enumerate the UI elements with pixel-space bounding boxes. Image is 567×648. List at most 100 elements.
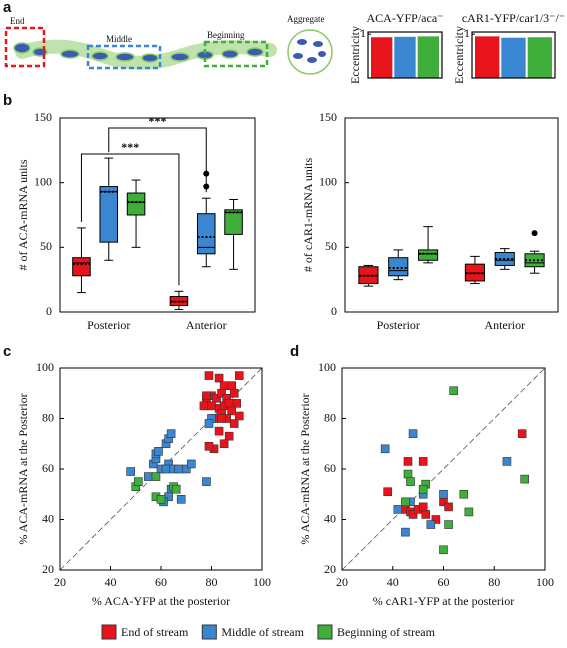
point	[151, 472, 161, 481]
point	[403, 457, 413, 466]
point	[187, 459, 196, 469]
point	[459, 489, 469, 499]
panel-label: c	[3, 343, 11, 360]
point	[224, 399, 234, 408]
point	[217, 388, 226, 398]
diagram-label: End	[10, 16, 25, 26]
point	[406, 477, 415, 486]
x-tick-label: 20	[336, 575, 348, 589]
x-tick-label: Posterior	[377, 318, 420, 332]
point	[418, 502, 428, 512]
plot-frame	[59, 367, 263, 571]
bar	[394, 36, 416, 78]
panel-label: a	[3, 0, 12, 16]
point	[401, 527, 410, 537]
point	[227, 381, 236, 390]
x-tick-label: 100	[253, 575, 271, 589]
x-axis-label: % ACA-YFP at the posterior	[92, 594, 230, 608]
point	[207, 401, 216, 411]
point	[401, 497, 410, 507]
legend-swatch	[201, 624, 217, 640]
point	[176, 494, 186, 504]
x-axis-label: % cAR1-YFP at the posterior	[373, 594, 515, 608]
y-axis-label: Eccentricity	[452, 26, 466, 84]
bar	[371, 37, 393, 78]
legend-label: End of stream	[121, 625, 189, 639]
point	[517, 429, 527, 438]
box	[99, 186, 119, 243]
y-tick-label: 1	[464, 26, 470, 40]
y-tick-label: 100	[34, 174, 52, 188]
y-tick-label: 1	[360, 26, 366, 40]
point	[133, 477, 143, 486]
point	[444, 520, 453, 529]
y-tick-label: 60	[42, 461, 54, 475]
y-axis-label: % ACA-mRNA at the Posterior	[298, 393, 312, 544]
point	[166, 429, 176, 438]
point	[202, 391, 211, 401]
point	[204, 371, 214, 380]
x-tick-label: Posterior	[87, 318, 130, 332]
point	[418, 484, 428, 494]
point	[439, 545, 448, 555]
point	[126, 467, 135, 476]
y-tick-label: 80	[324, 410, 336, 424]
point	[174, 464, 183, 474]
legend-label: Middle of stream	[221, 625, 304, 639]
significance-label: ***	[149, 114, 167, 128]
x-tick-label: Anterior	[186, 318, 227, 332]
significance-label: ***	[121, 140, 139, 154]
y-axis-label: % ACA-mRNA at the Posterior	[16, 393, 30, 544]
point	[229, 388, 239, 398]
y-tick-label: 0	[46, 304, 52, 318]
plot-frame	[367, 31, 443, 79]
legend: End of stream Middle of stream Beginning o…	[101, 624, 436, 640]
charts: ACA-YFP/aca⁻Eccentricity1cAR1-YFP/car1/3…	[16, 11, 565, 608]
bar	[527, 37, 552, 78]
point	[418, 457, 428, 466]
y-axis-label: # of ACA-mRNA units	[16, 159, 30, 270]
point	[439, 489, 448, 499]
point	[227, 406, 236, 416]
point	[421, 510, 431, 519]
plot-frame	[344, 117, 559, 313]
chart-title: cAR1-YFP/car1/3⁻/⁻	[462, 11, 565, 25]
y-tick-label: 100	[36, 360, 54, 374]
x-tick-label: 40	[105, 575, 117, 589]
x-tick-label: 80	[206, 575, 218, 589]
box	[196, 213, 216, 255]
box	[417, 249, 439, 261]
diagonal	[341, 367, 546, 571]
y-tick-label: 150	[319, 110, 337, 124]
x-tick-label: 60	[155, 575, 167, 589]
point	[234, 371, 244, 380]
y-tick-label: 50	[40, 239, 52, 253]
y-tick-label: 100	[319, 174, 337, 188]
bar	[501, 37, 526, 78]
point	[171, 484, 181, 494]
point	[217, 414, 226, 423]
y-tick-label: 60	[324, 461, 336, 475]
box	[72, 257, 91, 277]
stream-diagram: End Middle Beginning Aggregate	[4, 14, 333, 75]
diagram-label: Middle	[106, 34, 132, 44]
y-tick-label: 150	[34, 110, 52, 124]
y-tick-label: 20	[42, 562, 54, 576]
y-tick-label: 40	[324, 511, 336, 525]
y-tick-label: 50	[325, 239, 337, 253]
point	[408, 510, 418, 519]
x-tick-label: Anterior	[484, 318, 525, 332]
point	[229, 419, 239, 428]
point	[202, 477, 211, 486]
point	[181, 464, 191, 474]
x-tick-label: 100	[536, 575, 554, 589]
box	[388, 257, 409, 277]
point	[204, 441, 214, 451]
chart-title: ACA-YFP/aca⁻	[367, 11, 444, 25]
y-tick-label: 100	[318, 360, 336, 374]
y-tick-label: 0	[331, 304, 337, 318]
point	[224, 431, 234, 441]
outlier	[531, 230, 538, 237]
plot-frame	[59, 117, 256, 313]
